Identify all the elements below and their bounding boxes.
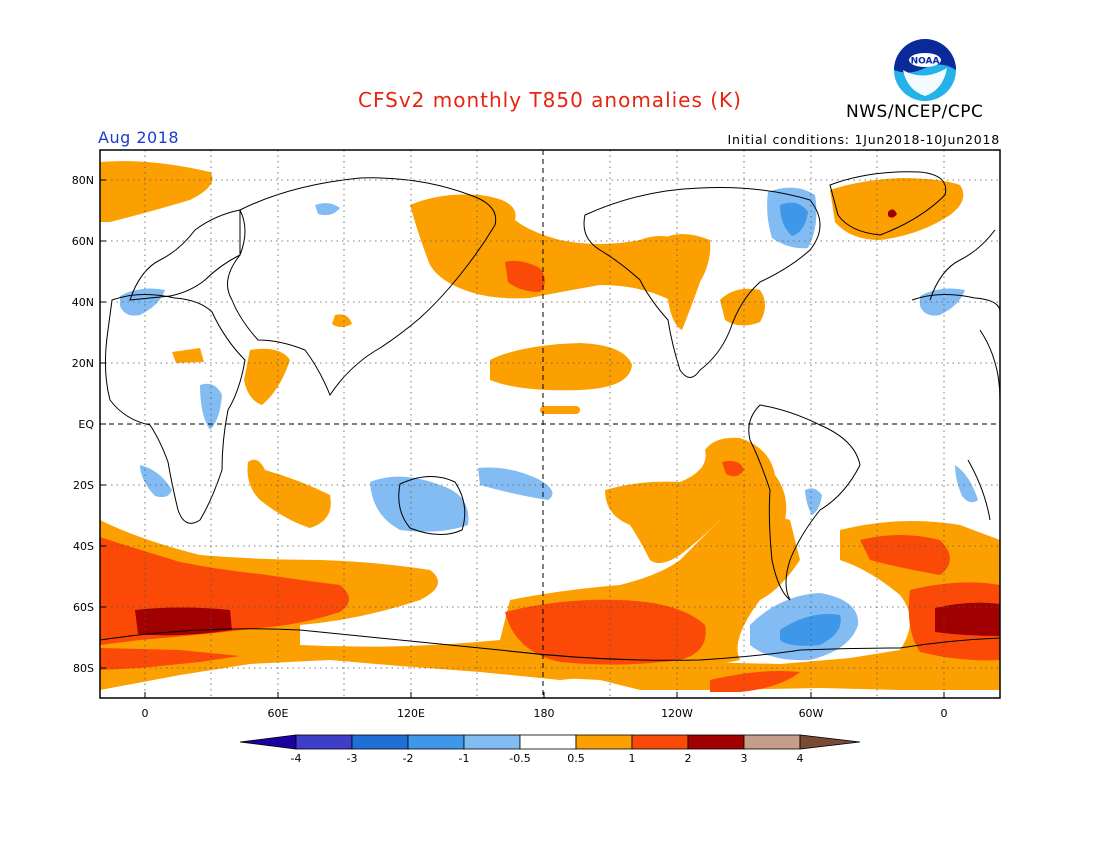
colorbar-label: -1: [458, 752, 470, 765]
forecast-period: Aug 2018: [98, 128, 180, 147]
lat-label: 80S: [73, 662, 94, 675]
lon-label: 120W: [661, 707, 693, 720]
colorbar-label: 2: [684, 752, 692, 765]
initial-conditions: Initial conditions: 1Jun2018-10Jun2018: [727, 132, 1000, 147]
colorbar-bin: [575, 734, 633, 750]
chart-title: CFSv2 monthly T850 anomalies (K): [358, 88, 742, 112]
lon-label: 0: [141, 707, 149, 720]
lat-label: 60N: [71, 235, 94, 248]
svg-text:NOAA: NOAA: [911, 57, 940, 67]
colorbar-bin: [743, 734, 801, 750]
colorbar-label: 3: [740, 752, 748, 765]
lon-label: 180: [533, 707, 555, 720]
north-america-outline: [583, 187, 821, 378]
anomaly-region-max: [135, 607, 232, 636]
colorbar-label: -2: [402, 752, 414, 765]
colorbar-label: 1: [628, 752, 636, 765]
noaa-logo-icon: NOAA: [894, 39, 956, 101]
lat-label: 40N: [71, 296, 94, 309]
australia-outline: [398, 476, 466, 535]
lat-label: 80N: [71, 174, 94, 187]
lat-label: 20S: [73, 479, 94, 492]
lat-label: 40S: [73, 540, 94, 553]
colorbar-label: 4: [796, 752, 804, 765]
lon-label: 0: [940, 707, 948, 720]
agency-label: NWS/NCEP/CPC: [846, 102, 984, 122]
lat-label: EQ: [78, 418, 94, 431]
colorbar-bin: [519, 734, 577, 750]
colorbar-bin: [407, 734, 465, 750]
colorbar-label: -0.5: [509, 752, 531, 765]
colorbar-label: -3: [346, 752, 358, 765]
colorbar-label: -4: [290, 752, 302, 765]
colorbar-bin: [463, 734, 521, 750]
greenland-outline: [829, 171, 947, 236]
colorbar-bin: [687, 734, 745, 750]
lon-label: 60E: [267, 707, 289, 720]
colorbar-arrow-high: [799, 734, 861, 750]
lat-label: 60S: [73, 601, 94, 614]
antarctica-outline: [100, 628, 1000, 661]
africa-outline: [104, 293, 246, 524]
asia-outline: [227, 177, 497, 397]
anomaly-region-north-pacific: [410, 194, 694, 301]
colorbar-bin: [351, 734, 409, 750]
lon-label: 60W: [798, 707, 824, 720]
lon-label: 120E: [397, 707, 425, 720]
colorbar-bin: [295, 734, 353, 750]
colorbar-label: 0.5: [567, 752, 585, 765]
colorbar-bin: [631, 734, 689, 750]
colorbar-arrow-low: [239, 734, 297, 750]
south-america-outline: [748, 404, 861, 601]
lat-label: 20N: [71, 357, 94, 370]
anomaly-region-australia: [370, 476, 469, 532]
